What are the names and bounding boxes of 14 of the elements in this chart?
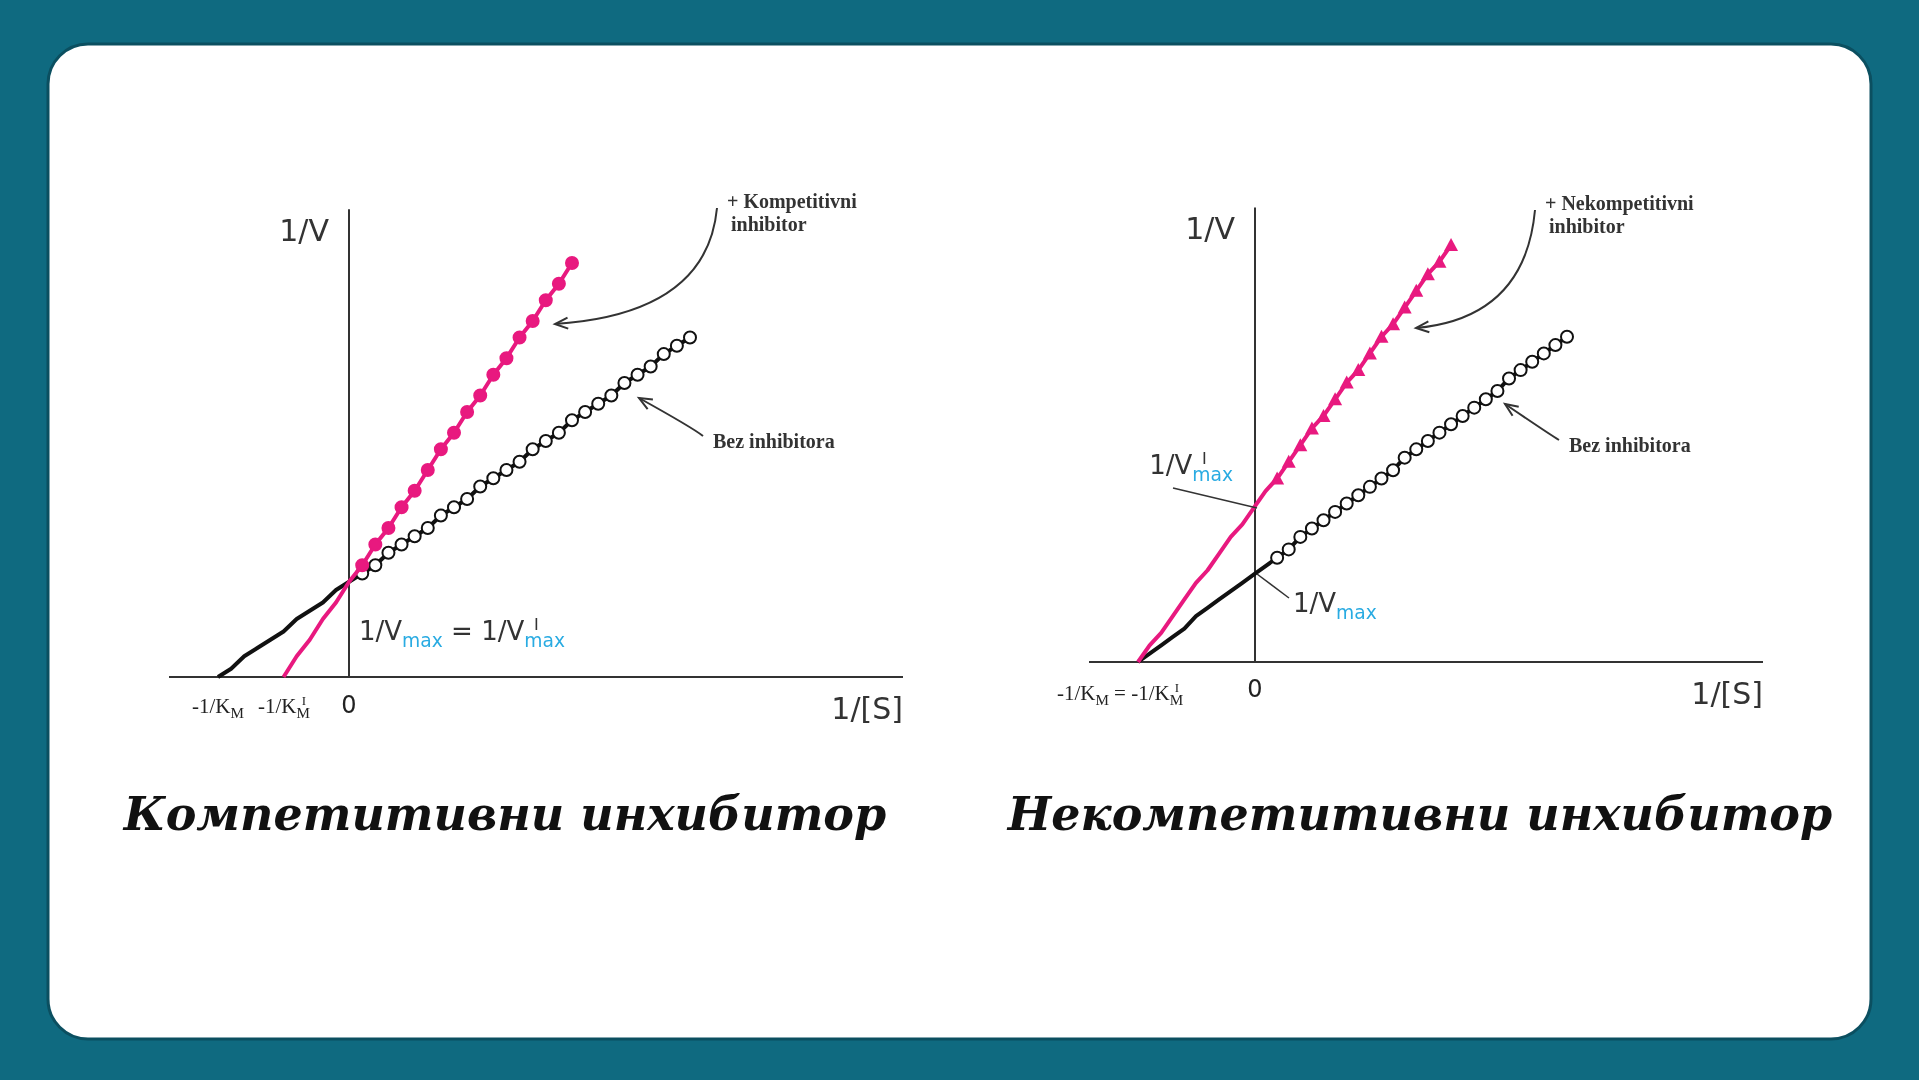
y-axis-title: 1/V	[1185, 211, 1236, 247]
text: 0	[341, 691, 357, 719]
annotation: 1/V$_{max}$	[1293, 588, 1377, 623]
text: + Nekompetitivni inhibitor	[1545, 192, 1695, 237]
x-axis-title: 1/[S]	[1691, 676, 1763, 711]
y-axis-title: 1/V	[279, 213, 330, 249]
text: Компетитивни инхибитор	[121, 787, 887, 841]
text: -1/K$_{M}$	[192, 694, 244, 722]
text: + Kompetitivni inhibitor	[727, 190, 858, 235]
x-axis-title: 1/[S]	[831, 691, 903, 726]
text: 0	[1247, 675, 1263, 703]
annotation: Bez inhibitora	[1569, 434, 1691, 456]
text: Некомпетитивни инхибитор	[1005, 787, 1833, 841]
text: Bez inhibitora	[713, 430, 835, 452]
